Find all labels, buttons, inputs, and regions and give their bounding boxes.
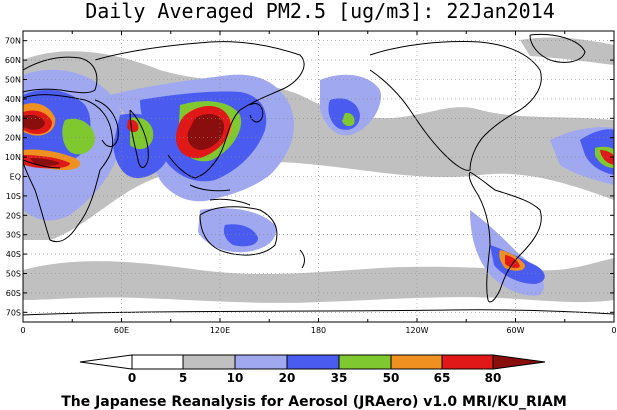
colorbar-tick-label: 0 [128, 371, 136, 385]
colorbar: 0 5 10 20 35 50 65 80 [79, 354, 546, 385]
lat-label: 60N [5, 56, 21, 65]
colorbar-segment-lowest [79, 354, 133, 370]
lon-label: 120W [405, 326, 428, 335]
colorbar-tick-label: 65 [434, 371, 451, 385]
latitude-axis: 70N 60N 50N 40N 30N 20N 10N EQ 10S 20S 30S 40S 50S 60… [5, 37, 614, 317]
lat-label: 10N [5, 153, 21, 162]
colorbar-segment [131, 354, 184, 370]
colorbar-segment-highest [492, 354, 546, 370]
colorbar-segment [441, 354, 494, 370]
lat-label: 70N [5, 37, 21, 46]
colorbar-tick-label: 10 [227, 371, 244, 385]
lon-label: 0 [20, 326, 25, 335]
lat-label: 20N [5, 134, 21, 143]
colorbar-tick-label: 5 [179, 371, 187, 385]
lat-label: 50S [6, 270, 21, 279]
longitude-axis: 0 60E 120E 180 120W 60W 0 [20, 31, 617, 335]
colorbar-segment [390, 354, 443, 370]
figure-footer: The Japanese Reanalysis for Aerosol (JRA… [61, 394, 567, 410]
lon-label: 0 [611, 326, 616, 335]
colorbar-segment [286, 354, 340, 370]
colorbar-tick-label: 35 [331, 371, 348, 385]
lon-label: 60W [506, 326, 524, 335]
colorbar-tick-label: 20 [279, 371, 296, 385]
lat-label: EQ [10, 173, 21, 182]
lon-label: 60E [114, 326, 129, 335]
lat-label: 40N [5, 95, 21, 104]
map-panel: 70N 60N 50N 40N 30N 20N 10N EQ 10S 20S 30S 40S 50S 60… [5, 30, 617, 335]
figure-title: Daily Averaged PM2.5 [ug/m3]: 22Jan2014 [85, 0, 555, 23]
lat-label: 30N [5, 114, 21, 123]
lon-label: 120E [210, 326, 230, 335]
colorbar-segment [182, 354, 236, 370]
lat-label: 60S [6, 289, 21, 298]
lon-label: 180 [311, 326, 326, 335]
lat-label: 40S [6, 250, 21, 259]
colorbar-tick-label: 80 [485, 371, 502, 385]
lat-label: 10S [6, 192, 21, 201]
colorbar-segment [338, 354, 392, 370]
graticule [23, 31, 614, 322]
lat-label: 70S [6, 308, 21, 317]
colorbar-tick-label: 50 [383, 371, 400, 385]
pm25-concentration-field [23, 37, 614, 303]
lat-label: 50N [5, 76, 21, 85]
colorbar-segment [234, 354, 288, 370]
lat-label: 30S [6, 231, 21, 240]
lat-label: 20S [6, 211, 21, 220]
